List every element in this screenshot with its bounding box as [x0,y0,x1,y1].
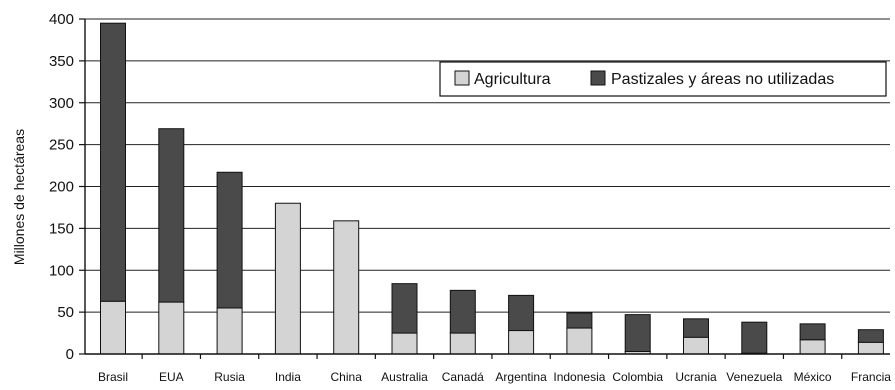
bar-pastizales [566,312,593,329]
y-tick-label: 150 [49,220,74,237]
legend-label-agricultura: Agricultura [474,71,551,88]
y-tick-label: 50 [57,304,74,321]
legend-swatch-agricultura [454,70,470,86]
bar-pastizales [216,171,243,309]
x-tick-label: Australia [381,370,428,384]
y-axis-label: Millones de hectáreas [11,129,27,265]
y-tick-label: 400 [49,11,74,28]
x-tick-label: EUA [159,370,184,384]
bar-agricultura [683,336,709,355]
bar-pastizales [100,22,126,302]
y-tick-label: 200 [49,179,74,196]
bar-agricultura [508,330,535,355]
x-tick-label: Francia [851,370,891,384]
x-tick-label: China [331,370,363,384]
x-tick-labels: Brasil EUA Rusia India China Australia Canadá A… [98,370,891,384]
bar-pastizales [449,289,476,334]
bar-pastizales [391,283,418,334]
bar-agricultura [216,307,243,355]
x-tick-label: India [275,370,301,384]
x-tick-label: Colombia [612,370,663,384]
x-tick-label: Rusia [214,370,245,384]
y-tick-label: 300 [49,95,74,112]
bar-agricultura [391,332,418,355]
bar-pastizales [158,128,185,303]
x-tick-label: Argentina [495,370,547,384]
bar-pastizales [508,294,535,332]
bar-pastizales [799,323,826,341]
bar-agricultura [449,332,476,355]
y-tick-labels: 0 50 100 150 200 250 300 350 400 [49,11,74,363]
x-tick-label: Venezuela [726,370,782,384]
bar-pastizales [624,314,651,352]
bar-pastizales [741,321,768,354]
bar-pastizales [857,329,884,343]
bar-agricultura [333,220,360,355]
bar-agricultura [566,327,593,355]
y-tick-label: 350 [49,53,74,70]
x-tick-label: Brasil [98,370,128,384]
y-tick-label: 0 [66,346,74,363]
x-tick-label: Canadá [442,370,484,384]
bar-agricultura [158,301,185,355]
bars [100,22,884,355]
x-tick-label: Ucrania [675,370,717,384]
bar-agricultura [857,341,884,355]
bar-agricultura [100,300,126,355]
legend: Agricultura Pastizales y áreas no utiliz… [439,61,887,97]
x-tick-label: México [794,370,832,384]
legend-label-pastizales: Pastizales y áreas no utilizadas [611,71,834,88]
bar-agricultura [799,339,826,355]
y-tick-label: 100 [49,262,74,279]
x-tick-label: Indonesia [553,370,605,384]
bar-pastizales [683,318,709,338]
y-tick-label: 250 [49,137,74,154]
bar-agricultura [274,202,301,355]
axes [79,18,890,359]
legend-swatch-pastizales [590,70,606,86]
legend-box [439,61,887,97]
